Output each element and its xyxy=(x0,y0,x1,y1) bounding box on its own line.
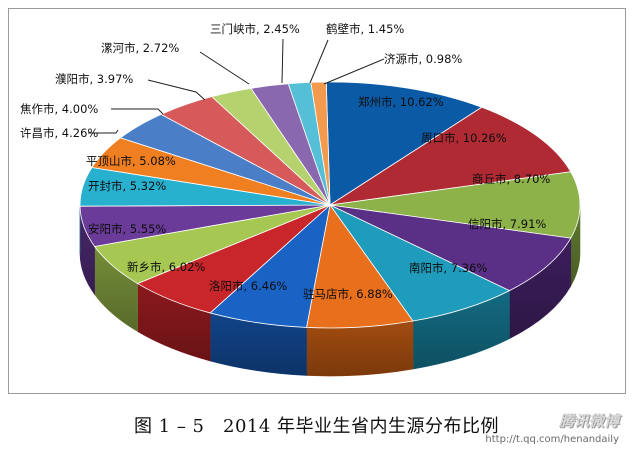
figure-caption: 图 1 – 5 2014 年毕业生省内生源分布比例 xyxy=(133,416,500,437)
pie-side-layer xyxy=(79,204,581,377)
slice-side-shade xyxy=(94,246,138,332)
slice-label-商丘市: 商丘市, 8.70% xyxy=(472,172,550,186)
slice-side-shade xyxy=(137,283,211,361)
leader-line-漯河市 xyxy=(199,51,250,85)
slice-label-济源市: 济源市, 0.98% xyxy=(384,52,462,66)
slice-labels: 郑州市, 10.62% 周口市, 10.26% 商丘市, 8.70% 信阳市, 7.9… xyxy=(20,22,550,301)
slice-信阳市 xyxy=(329,204,572,292)
pie-top-layer xyxy=(79,81,581,329)
slice-side-shade xyxy=(210,312,307,376)
leader-lines xyxy=(88,38,385,134)
slice-label-南阳市: 南阳市, 7.36% xyxy=(409,261,487,275)
slice-label-安阳市: 安阳市, 5.55% xyxy=(88,222,166,236)
watermark-logo: 腾讯微博 xyxy=(558,412,619,430)
leader-line-鹤壁市 xyxy=(309,39,329,84)
slice-郑州市 xyxy=(325,81,483,206)
slice-label-漯河市: 漯河市, 2.72% xyxy=(101,41,179,55)
watermark-url: http://t.qq.com/henandaily xyxy=(485,434,619,445)
slice-周口市 xyxy=(329,106,572,206)
leader-line-濮阳市 xyxy=(147,79,206,101)
slice-label-洛阳市: 洛阳市, 6.46% xyxy=(209,279,287,293)
leader-line-三门峡市 xyxy=(281,38,284,84)
slice-南阳市 xyxy=(329,204,511,322)
slice-驻马店市 xyxy=(306,204,414,329)
slice-label-驻马店市: 驻马店市, 6.88% xyxy=(303,287,393,301)
slice-label-濮阳市: 濮阳市, 3.97% xyxy=(55,72,133,86)
slice-商丘市 xyxy=(329,171,581,239)
slice-side-shade xyxy=(570,205,580,287)
pie-chart-3d: 郑州市, 10.62% 周口市, 10.26% 商丘市, 8.70% 信阳市, 7.9… xyxy=(20,22,581,377)
slice-side-shade xyxy=(306,321,413,376)
slice-label-周口市: 周口市, 10.26% xyxy=(421,131,507,145)
slice-label-开封市: 开封市, 5.32% xyxy=(88,179,166,193)
slice-label-焦作市: 焦作市, 4.00% xyxy=(20,102,98,116)
slice-side-shade xyxy=(509,238,571,339)
leader-line-焦作市 xyxy=(111,108,164,115)
slice-济源市 xyxy=(310,81,331,206)
slice-label-新乡市: 新乡市, 6.02% xyxy=(127,260,205,274)
slice-label-郑州市: 郑州市, 10.62% xyxy=(358,95,444,109)
leader-line-济源市 xyxy=(323,58,385,85)
slice-side-shade xyxy=(412,290,510,370)
slice-label-许昌市: 许昌市, 4.26% xyxy=(20,126,98,140)
slice-label-三门峡市: 三门峡市, 2.45% xyxy=(210,22,300,36)
slice-side-shade xyxy=(80,206,95,295)
slice-label-鹤壁市: 鹤壁市, 1.45% xyxy=(326,22,404,36)
slice-label-信阳市: 信阳市, 7.91% xyxy=(468,217,546,231)
leader-line-许昌市 xyxy=(88,129,119,134)
slice-label-平顶山市: 平顶山市, 5.08% xyxy=(86,154,176,168)
